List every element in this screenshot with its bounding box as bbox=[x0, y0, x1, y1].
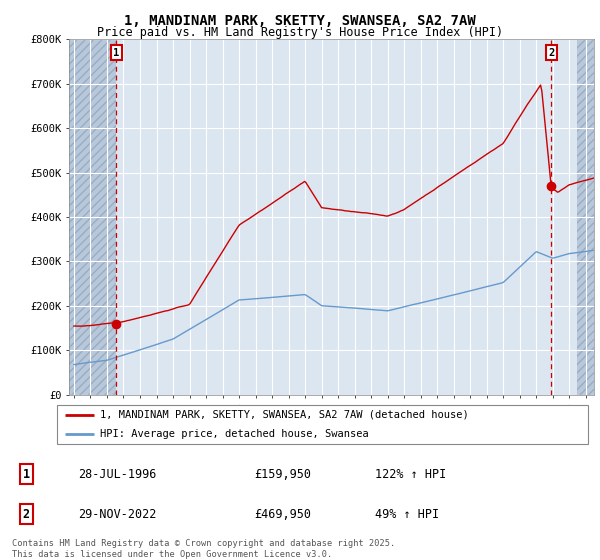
Text: HPI: Average price, detached house, Swansea: HPI: Average price, detached house, Swan… bbox=[100, 429, 368, 439]
Text: 1, MANDINAM PARK, SKETTY, SWANSEA, SA2 7AW (detached house): 1, MANDINAM PARK, SKETTY, SWANSEA, SA2 7… bbox=[100, 409, 469, 419]
Text: 49% ↑ HPI: 49% ↑ HPI bbox=[375, 507, 439, 521]
Text: 29-NOV-2022: 29-NOV-2022 bbox=[78, 507, 157, 521]
Bar bbox=[577, 39, 600, 395]
Text: £159,950: £159,950 bbox=[254, 468, 311, 480]
Text: 1, MANDINAM PARK, SKETTY, SWANSEA, SA2 7AW: 1, MANDINAM PARK, SKETTY, SWANSEA, SA2 7… bbox=[124, 14, 476, 28]
Text: 2: 2 bbox=[548, 48, 554, 58]
Text: 28-JUL-1996: 28-JUL-1996 bbox=[78, 468, 157, 480]
FancyBboxPatch shape bbox=[56, 405, 589, 444]
Text: £469,950: £469,950 bbox=[254, 507, 311, 521]
Text: 1: 1 bbox=[113, 48, 119, 58]
Bar bbox=[69, 39, 116, 395]
Text: Contains HM Land Registry data © Crown copyright and database right 2025.
This d: Contains HM Land Registry data © Crown c… bbox=[12, 539, 395, 559]
Text: Price paid vs. HM Land Registry's House Price Index (HPI): Price paid vs. HM Land Registry's House … bbox=[97, 26, 503, 39]
Text: 2: 2 bbox=[23, 507, 30, 521]
Text: 1: 1 bbox=[23, 468, 30, 480]
Text: 122% ↑ HPI: 122% ↑ HPI bbox=[375, 468, 446, 480]
